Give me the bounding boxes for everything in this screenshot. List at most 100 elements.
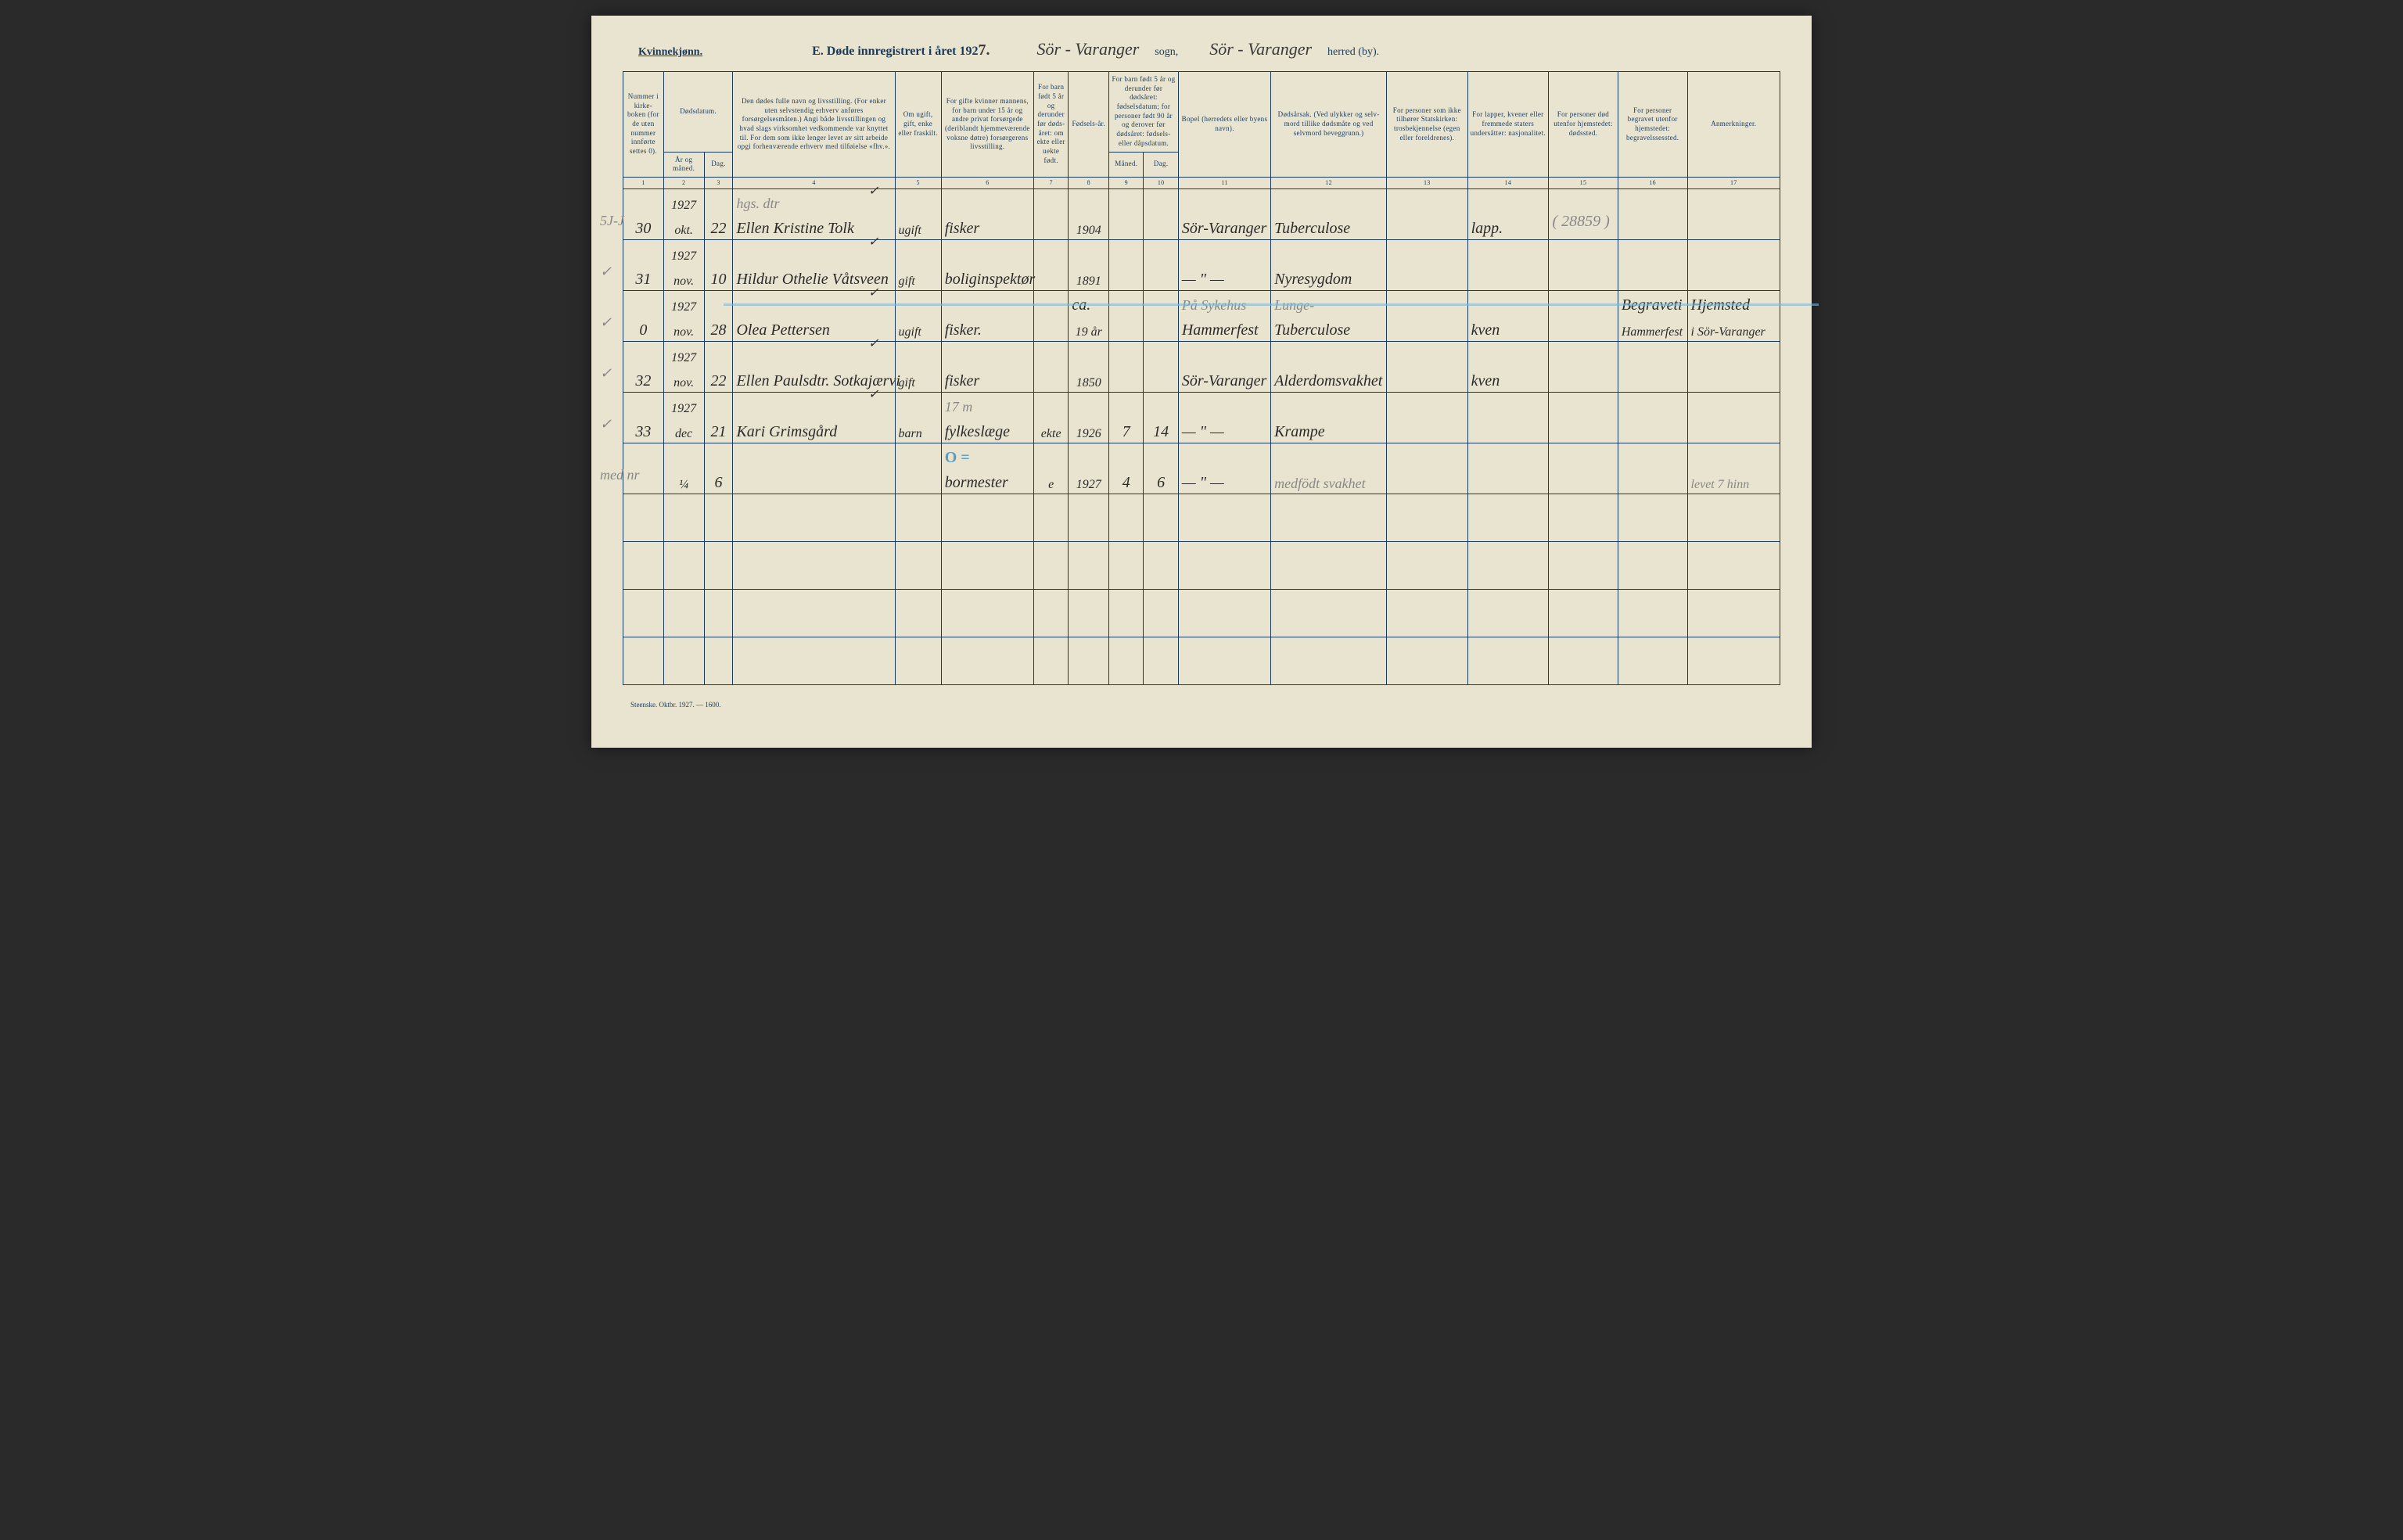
col-header-death-place: For personer død utenfor hjemstedet: død…: [1549, 72, 1618, 178]
cell: [1109, 392, 1144, 418]
cell: [733, 637, 895, 684]
col-number: 16: [1618, 177, 1687, 188]
cell: ✓: [623, 392, 664, 418]
cell: [1467, 589, 1549, 637]
cell: [1109, 541, 1144, 589]
cell: [704, 589, 733, 637]
cell: 7: [1109, 418, 1144, 443]
sogn-label: sogn,: [1155, 46, 1178, 59]
cell: [1549, 316, 1618, 342]
cell: [1618, 541, 1687, 589]
cell: [1618, 418, 1687, 443]
table-row-empty: [623, 541, 1780, 589]
cell: ✓: [623, 290, 664, 316]
cell: [1467, 494, 1549, 541]
cell: [1618, 188, 1687, 214]
cell: — " —: [1178, 265, 1270, 291]
cell: Hammerfest: [1618, 316, 1687, 342]
cell: [1034, 392, 1069, 418]
col-number: 6: [941, 177, 1033, 188]
cell: 1904: [1069, 214, 1109, 240]
death-register-table: Nummer i kirke-boken (for de uten nummer…: [623, 71, 1780, 685]
cell: [1271, 239, 1387, 265]
cell: [1271, 341, 1387, 367]
table-row: ✓1927✓: [623, 341, 1780, 367]
col-header-birth-date: For barn født 5 år og derunder før dødså…: [1109, 72, 1179, 153]
cell: [1109, 316, 1144, 342]
cell: [895, 541, 941, 589]
cell: barn: [895, 418, 941, 443]
cell: [1618, 265, 1687, 291]
cell: nov.: [663, 265, 704, 291]
cell: ugift: [895, 316, 941, 342]
cell: [1549, 418, 1618, 443]
cell: [1467, 468, 1549, 494]
cell: [1069, 589, 1109, 637]
cell: [1069, 541, 1109, 589]
cell: [1109, 367, 1144, 393]
cell: ¼: [663, 468, 704, 494]
cell: fylkeslæge: [941, 418, 1033, 443]
cell: [941, 239, 1033, 265]
cell: [1144, 214, 1178, 240]
cell: [895, 239, 941, 265]
cell: fisker: [941, 367, 1033, 393]
cell: [1144, 367, 1178, 393]
cell: [623, 468, 664, 494]
cell: [1034, 316, 1069, 342]
cell: [733, 494, 895, 541]
cell: [1178, 637, 1270, 684]
document-page: Kvinnekjønn. E. Døde innregistrert i åre…: [591, 16, 1812, 748]
cell: gift: [895, 265, 941, 291]
cell: [1178, 541, 1270, 589]
col-header-faith: For personer som ikke tilhører Statskirk…: [1387, 72, 1468, 178]
cell: 1927: [663, 341, 704, 367]
table-body: 5J-J1927hgs. dtr✓( 28859 )30okt.22Ellen …: [623, 188, 1780, 684]
cell: — " —: [1178, 418, 1270, 443]
cell: [1618, 392, 1687, 418]
cell: Sör-Varanger: [1178, 214, 1270, 240]
col-header-name: Den dødes fulle navn og livsstilling. (F…: [733, 72, 895, 178]
cell: 17 m: [941, 392, 1033, 418]
cell: 14: [1144, 418, 1178, 443]
cell: [1467, 637, 1549, 684]
cell: [1618, 214, 1687, 240]
col-number: 12: [1271, 177, 1387, 188]
cell: [1144, 239, 1178, 265]
cell: [1618, 239, 1687, 265]
cell: [1069, 494, 1109, 541]
cell: [1109, 589, 1144, 637]
cell: [1387, 541, 1468, 589]
cell: 10: [704, 265, 733, 291]
cell: kven: [1467, 367, 1549, 393]
cell: [1549, 589, 1618, 637]
col-header-day: Dag.: [704, 152, 733, 177]
cell: [1178, 494, 1270, 541]
cell: 1927: [663, 290, 704, 316]
cell: [1144, 188, 1178, 214]
cell: [895, 392, 941, 418]
col-header-birth-day: Dag.: [1144, 152, 1178, 177]
cell: [1687, 443, 1780, 468]
cell: [1109, 494, 1144, 541]
cell: [1687, 367, 1780, 393]
cell: [1178, 589, 1270, 637]
cell: [1178, 341, 1270, 367]
cell: [895, 494, 941, 541]
cell: [1144, 392, 1178, 418]
cell: [704, 188, 733, 214]
cell: [1069, 188, 1109, 214]
cell: [1144, 443, 1178, 468]
cell: ( 28859 ): [1549, 188, 1618, 214]
col-header-provider: For gifte kvinner mannens, for barn unde…: [941, 72, 1033, 178]
cell: [941, 541, 1033, 589]
cell: [704, 239, 733, 265]
cell: nov.: [663, 316, 704, 342]
table-row-empty: [623, 494, 1780, 541]
cell: [1549, 541, 1618, 589]
cell: medfödt svakhet: [1271, 468, 1387, 494]
cell: [895, 341, 941, 367]
cell: [1687, 541, 1780, 589]
cell: [1144, 265, 1178, 291]
cell: [1387, 316, 1468, 342]
